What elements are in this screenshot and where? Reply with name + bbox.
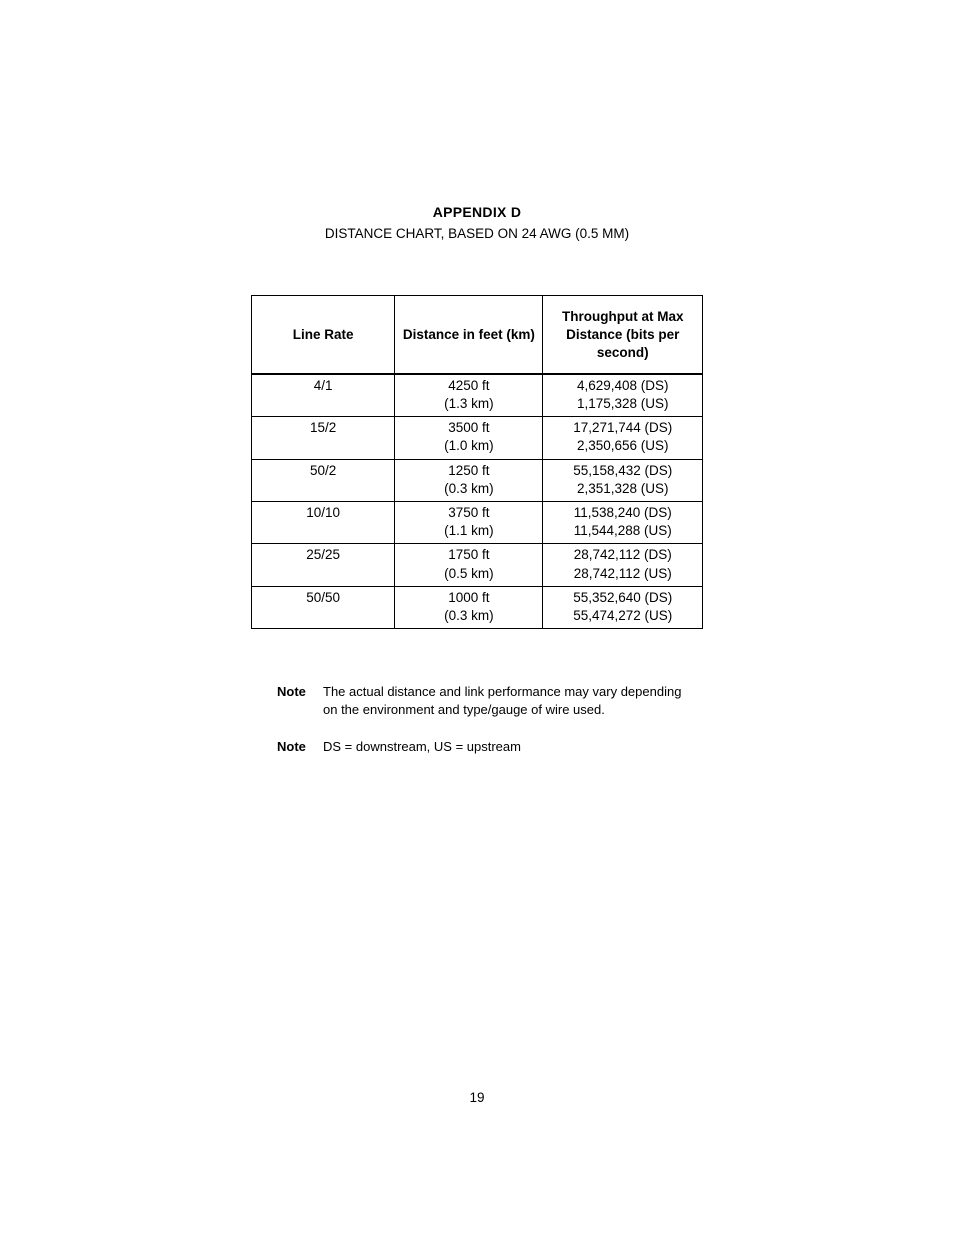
cell-distance: 4250 ft (1.3 km) — [395, 374, 543, 417]
note-label: Note — [277, 738, 323, 756]
col-throughput: Throughput at Max Distance (bits per sec… — [543, 296, 703, 374]
cell-throughput-ds: 4,629,408 (DS) — [549, 377, 696, 395]
col-distance: Distance in feet (km) — [395, 296, 543, 374]
cell-throughput: 55,352,640 (DS) 55,474,272 (US) — [543, 586, 703, 628]
cell-distance-ft: 1750 ft — [401, 546, 536, 564]
cell-throughput-us: 2,351,328 (US) — [549, 480, 696, 498]
cell-rate: 50/2 — [252, 459, 395, 501]
col-line-rate: Line Rate — [252, 296, 395, 374]
table-row: 15/2 3500 ft (1.0 km) 17,271,744 (DS) 2,… — [252, 417, 703, 459]
distance-table: Line Rate Distance in feet (km) Throughp… — [251, 295, 703, 629]
table-row: 25/25 1750 ft (0.5 km) 28,742,112 (DS) 2… — [252, 544, 703, 586]
cell-distance-km: (0.3 km) — [401, 607, 536, 625]
cell-rate: 10/10 — [252, 501, 395, 543]
table-body: 4/1 4250 ft (1.3 km) 4,629,408 (DS) 1,17… — [252, 374, 703, 629]
note-2: Note DS = downstream, US = upstream — [277, 738, 703, 756]
note-text: The actual distance and link performance… — [323, 683, 703, 719]
table-row: 50/50 1000 ft (0.3 km) 55,352,640 (DS) 5… — [252, 586, 703, 628]
cell-throughput: 55,158,432 (DS) 2,351,328 (US) — [543, 459, 703, 501]
cell-throughput-ds: 55,352,640 (DS) — [549, 589, 696, 607]
cell-rate: 50/50 — [252, 586, 395, 628]
page-number: 19 — [0, 1090, 954, 1105]
cell-distance: 1750 ft (0.5 km) — [395, 544, 543, 586]
cell-throughput-ds: 55,158,432 (DS) — [549, 462, 696, 480]
cell-throughput: 28,742,112 (DS) 28,742,112 (US) — [543, 544, 703, 586]
col-distance-l2: (km) — [506, 327, 535, 342]
notes-section: Note The actual distance and link perfor… — [251, 683, 703, 756]
note-1: Note The actual distance and link perfor… — [277, 683, 703, 719]
table-row: 50/2 1250 ft (0.3 km) 55,158,432 (DS) 2,… — [252, 459, 703, 501]
cell-throughput: 4,629,408 (DS) 1,175,328 (US) — [543, 374, 703, 417]
cell-distance: 3500 ft (1.0 km) — [395, 417, 543, 459]
cell-distance-km: (0.5 km) — [401, 565, 536, 583]
cell-distance-ft: 1000 ft — [401, 589, 536, 607]
distance-table-wrapper: Line Rate Distance in feet (km) Throughp… — [251, 295, 703, 629]
note-text: DS = downstream, US = upstream — [323, 738, 703, 756]
cell-throughput-ds: 11,538,240 (DS) — [549, 504, 696, 522]
cell-distance-km: (1.0 km) — [401, 437, 536, 455]
cell-distance: 1250 ft (0.3 km) — [395, 459, 543, 501]
cell-throughput-us: 1,175,328 (US) — [549, 395, 696, 413]
cell-throughput-us: 11,544,288 (US) — [549, 522, 696, 540]
cell-distance: 3750 ft (1.1 km) — [395, 501, 543, 543]
cell-throughput-us: 2,350,656 (US) — [549, 437, 696, 455]
cell-distance-ft: 3750 ft — [401, 504, 536, 522]
cell-rate: 15/2 — [252, 417, 395, 459]
cell-distance-km: (1.3 km) — [401, 395, 536, 413]
table-header-row: Line Rate Distance in feet (km) Throughp… — [252, 296, 703, 374]
cell-distance-ft: 3500 ft — [401, 419, 536, 437]
appendix-subtitle: DISTANCE CHART, BASED ON 24 AWG (0.5 MM) — [0, 226, 954, 241]
cell-throughput: 17,271,744 (DS) 2,350,656 (US) — [543, 417, 703, 459]
cell-distance-km: (0.3 km) — [401, 480, 536, 498]
cell-distance-ft: 4250 ft — [401, 377, 536, 395]
note-label: Note — [277, 683, 323, 719]
col-distance-l1: Distance in feet — [403, 327, 503, 342]
cell-rate: 25/25 — [252, 544, 395, 586]
document-page: APPENDIX D DISTANCE CHART, BASED ON 24 A… — [0, 0, 954, 1235]
cell-throughput-us: 55,474,272 (US) — [549, 607, 696, 625]
cell-distance: 1000 ft (0.3 km) — [395, 586, 543, 628]
appendix-title: APPENDIX D — [0, 204, 954, 220]
cell-throughput: 11,538,240 (DS) 11,544,288 (US) — [543, 501, 703, 543]
cell-throughput-ds: 17,271,744 (DS) — [549, 419, 696, 437]
table-row: 10/10 3750 ft (1.1 km) 11,538,240 (DS) 1… — [252, 501, 703, 543]
col-throughput-l1: Throughput — [562, 309, 638, 324]
col-line-rate-label: Line Rate — [293, 327, 354, 342]
cell-throughput-ds: 28,742,112 (DS) — [549, 546, 696, 564]
cell-distance-km: (1.1 km) — [401, 522, 536, 540]
cell-rate: 4/1 — [252, 374, 395, 417]
table-row: 4/1 4250 ft (1.3 km) 4,629,408 (DS) 1,17… — [252, 374, 703, 417]
cell-throughput-us: 28,742,112 (US) — [549, 565, 696, 583]
cell-distance-ft: 1250 ft — [401, 462, 536, 480]
